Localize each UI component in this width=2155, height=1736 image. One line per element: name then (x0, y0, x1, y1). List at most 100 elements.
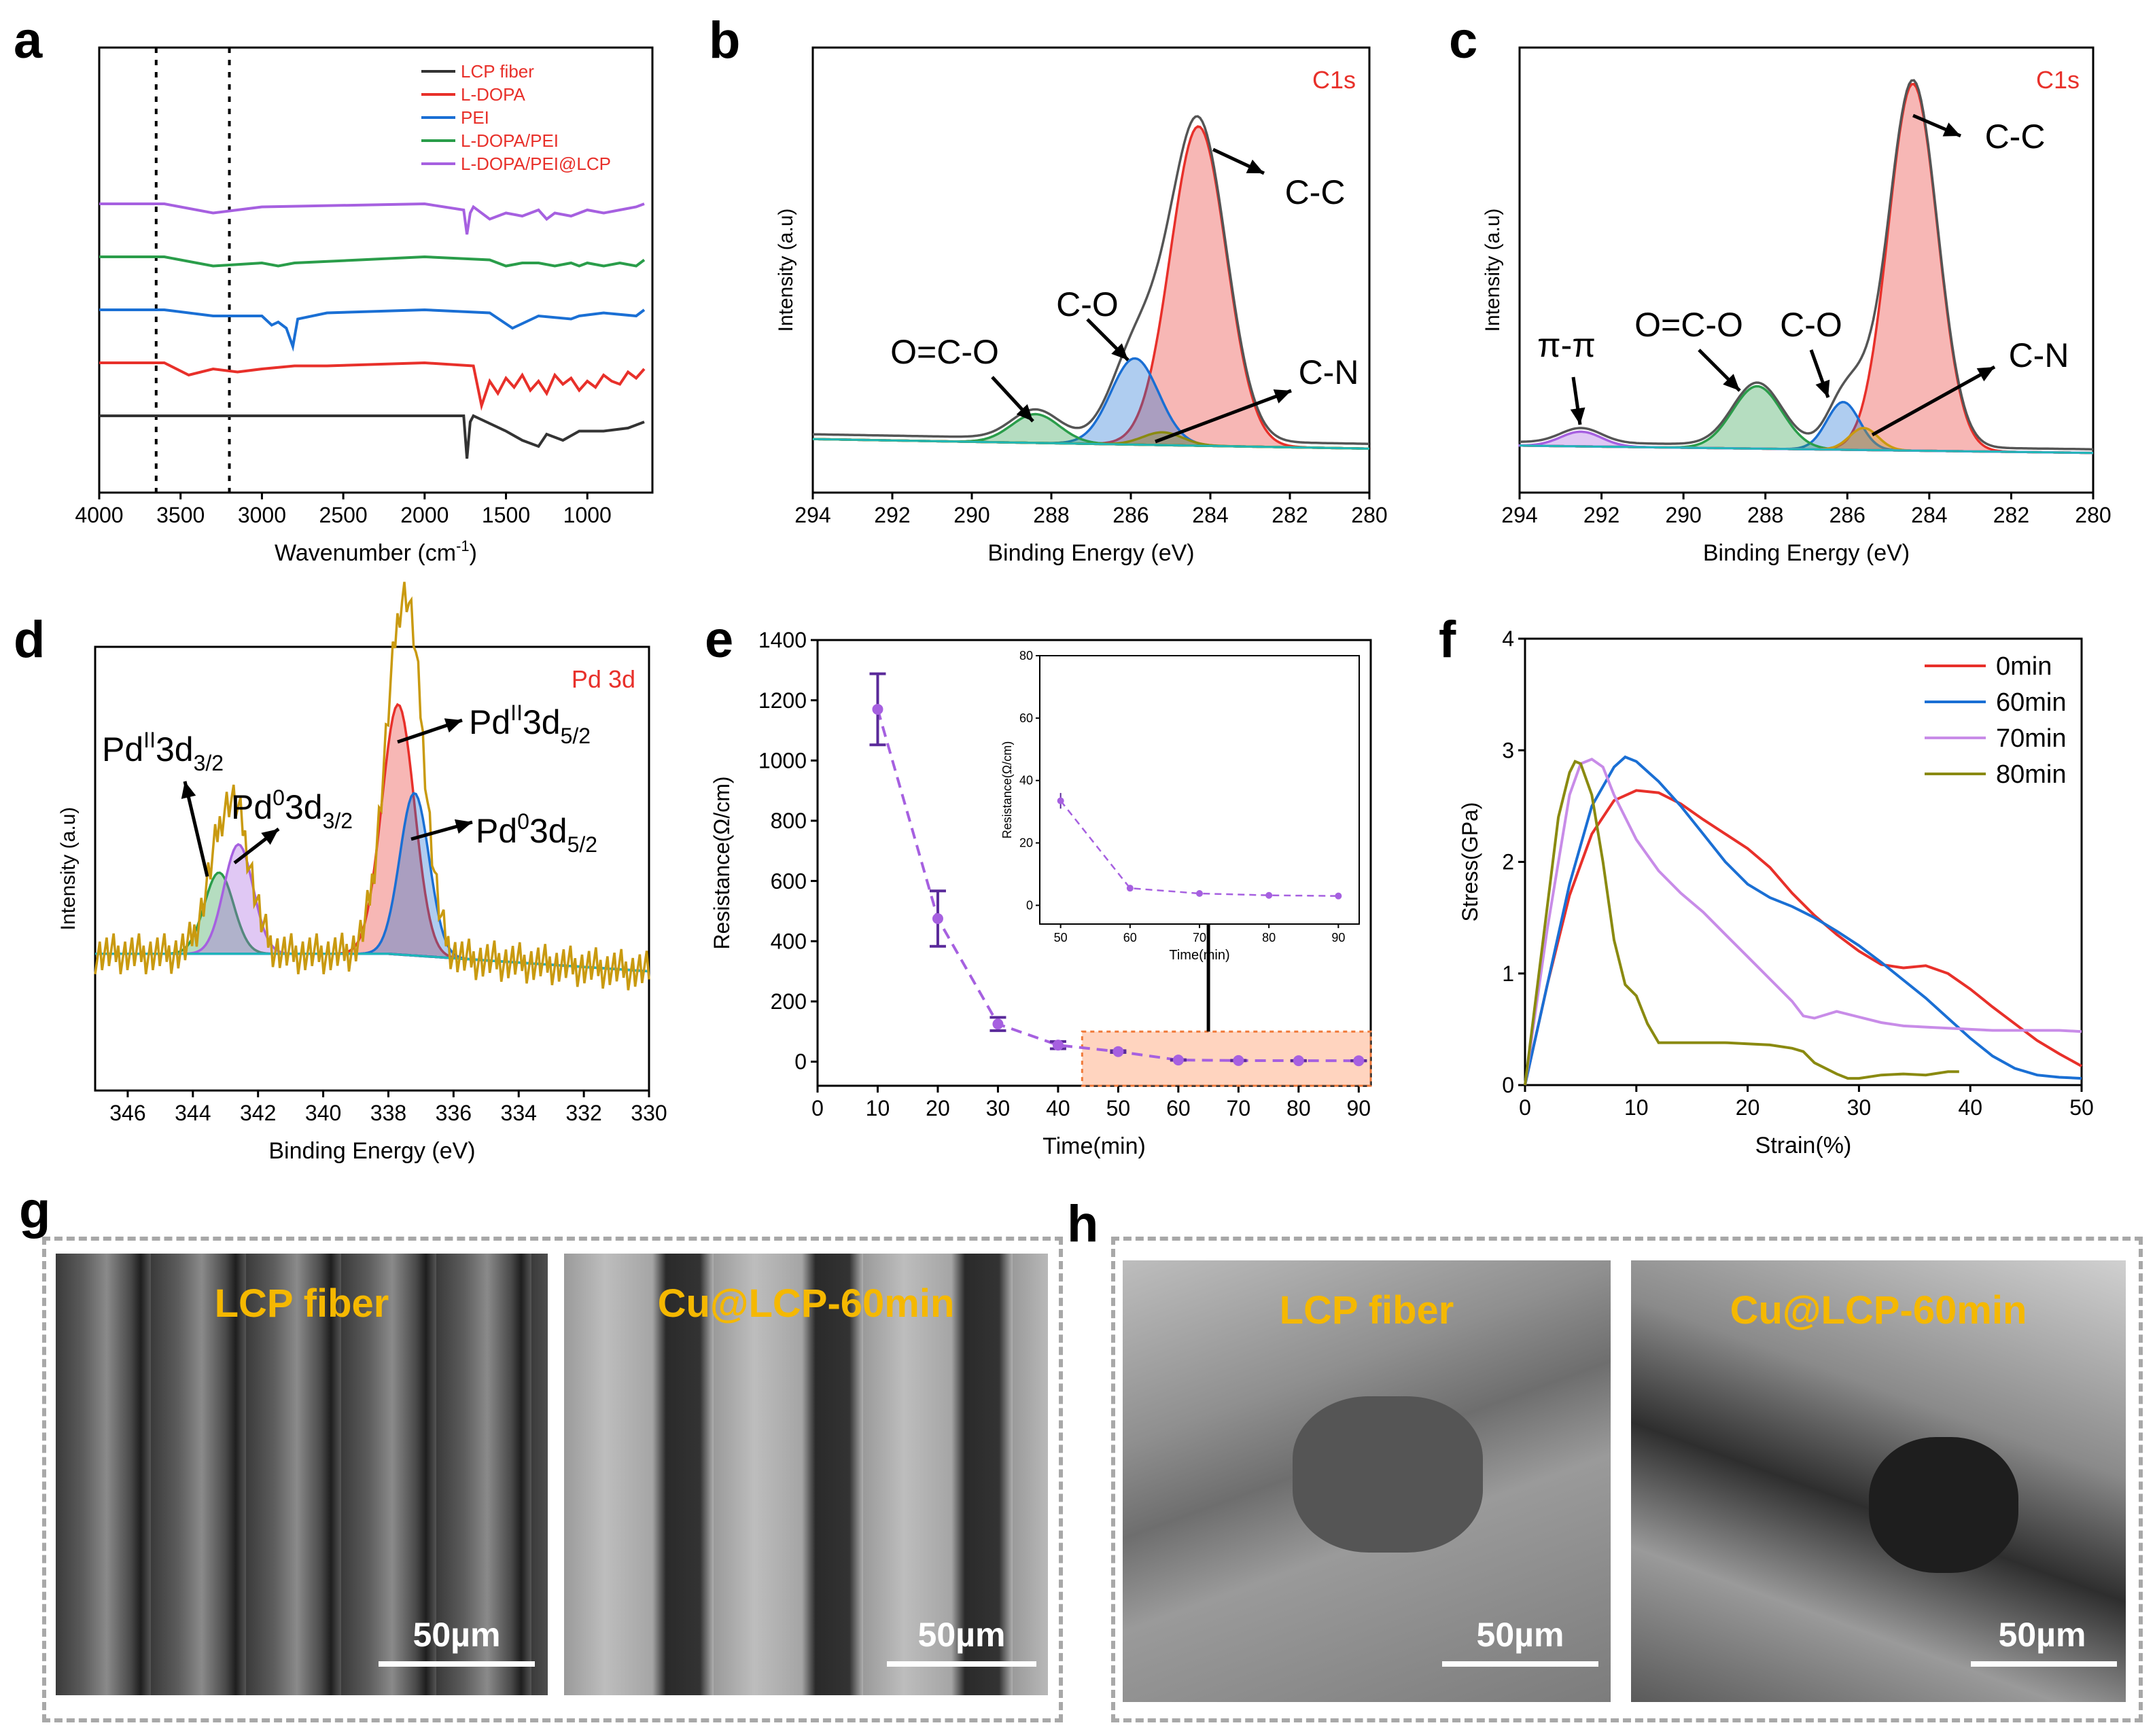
panel-label-f: f (1439, 611, 1456, 669)
chart-b-x-tick-label: 284 (1192, 503, 1228, 527)
chart-e-xlabel: Time(min) (1043, 1133, 1146, 1159)
chart-c-title: C1s (2036, 66, 2080, 94)
chart-e-x-tick-label: 30 (986, 1096, 1011, 1120)
chart-f-legend-label: 70min (1996, 724, 2067, 753)
chart-e-inset-point (1057, 797, 1064, 804)
chart-e-x-tick-label: 20 (926, 1096, 950, 1120)
chart-f-y-tick-label: 1 (1502, 961, 1514, 986)
chart-f-series (1524, 760, 1959, 1086)
chart-c-annotation: C-N (2009, 336, 2069, 374)
chart-b-arrow-head (1111, 343, 1128, 360)
chart-c-frame (1518, 46, 2095, 494)
chart-a-series (99, 414, 645, 459)
chart-c-annotation: C-C (1985, 118, 2046, 156)
sem-title-h-cu: Cu@LCP-60min (1730, 1288, 2027, 1332)
chart-a-x-tick-label: 3500 (156, 503, 205, 527)
chart-e-x-tick-label: 90 (1347, 1096, 1371, 1120)
chart-e-inset-tick-label: 70 (1193, 931, 1206, 944)
chart-a-legend-label: L-DOPA/PEI@LCP (461, 154, 611, 174)
panel-g-frame (42, 1237, 1063, 1722)
chart-d-title: Pd 3d (572, 665, 635, 693)
chart-c-x-tick-label: 282 (1993, 503, 2029, 527)
chart-e-point (1172, 1055, 1184, 1066)
chart-e-y-tick-label: 0 (794, 1050, 807, 1074)
chart-d-arrow-head (181, 781, 196, 799)
chart-f-series (1524, 758, 2082, 1086)
chart-a-x-tick-label: 2500 (319, 503, 368, 527)
chart-f-y-tick-label: 3 (1502, 738, 1514, 762)
chart-a-legend-label: LCP fiber (461, 61, 534, 82)
chart-e-ylabel: Resistance(Ω/cm) (709, 776, 734, 949)
chart-e-inset-tick-label: 60 (1123, 931, 1137, 944)
scale-bar (887, 1661, 1036, 1667)
chart-d-x-tick-label: 330 (631, 1101, 667, 1125)
chart-e-inset-point (1196, 889, 1203, 897)
chart-a-x-tick-label: 2000 (400, 503, 449, 527)
chart-e-inset-frame (1039, 655, 1360, 925)
chart-a-x-tick-label: 4000 (75, 503, 123, 527)
chart-e-x-tick-label: 80 (1286, 1096, 1311, 1120)
chart-f-series (1524, 755, 2082, 1086)
chart-f-xlabel: Strain(%) (1755, 1133, 1852, 1158)
chart-d-x-tick-label: 338 (370, 1101, 406, 1125)
chart-e-inset-point (1126, 885, 1134, 892)
panel-label-g: g (19, 1182, 51, 1239)
chart-d-x-tick-label: 340 (305, 1101, 341, 1125)
chart-f-x-tick-label: 20 (1736, 1095, 1760, 1120)
chart-e-inset-xlabel: Time(min) (1169, 948, 1229, 963)
chart-f-ylabel: Stress(GPa) (1458, 802, 1482, 921)
chart-f-legend-label: 60min (1996, 688, 2067, 717)
chart-d-x-tick-label: 334 (501, 1101, 537, 1125)
chart-c-ylabel: Intensity (a.u) (1482, 209, 1504, 332)
panel-label-c: c (1449, 12, 1478, 69)
chart-a-legend-label: L-DOPA (461, 84, 526, 105)
chart-c-arrow-head (1570, 407, 1585, 425)
chart-c-x-tick-label: 280 (2075, 503, 2111, 527)
chart-e-inset-line (1059, 800, 1339, 897)
chart-c-annotation: π-π (1537, 326, 1596, 364)
chart-f-x-tick-label: 30 (1847, 1095, 1872, 1120)
chart-c-arrow-head (1723, 374, 1740, 391)
chart-a-series (99, 202, 645, 235)
chart-d-x-tick-label: 336 (436, 1101, 472, 1125)
chart-e-y-tick-label: 800 (771, 809, 807, 833)
chart-b-x-tick-label: 294 (794, 503, 830, 527)
chart-e-inset-ylabel: Resistance(Ω/cm) (1000, 741, 1014, 838)
chart-b-x-tick-label: 280 (1351, 503, 1387, 527)
chart-e-x-tick-label: 50 (1106, 1096, 1131, 1120)
chart-e-inset-tick-label: 90 (1331, 931, 1345, 944)
chart-e-inset-point (1335, 892, 1342, 900)
scale-label: 50µm (1998, 1616, 2086, 1654)
chart-b-arrow-head (1273, 389, 1291, 404)
chart-b-x-tick-label: 292 (874, 503, 910, 527)
chart-f-legend-label: 0min (1996, 652, 2052, 681)
sem-title-g-lcp: LCP fiber (214, 1281, 389, 1326)
chart-f-y-tick-label: 2 (1502, 850, 1514, 874)
chart-e-x-tick-label: 40 (1046, 1096, 1070, 1120)
chart-d-ylabel: Intensity (a.u) (57, 807, 80, 931)
chart-c-arrow-head (1815, 379, 1830, 397)
sem-title-g-cu: Cu@LCP-60min (657, 1281, 955, 1326)
chart-e-point (1233, 1055, 1244, 1066)
chart-a-x-tick-label: 1000 (563, 503, 612, 527)
chart-e-point (1112, 1046, 1124, 1057)
chart-a-series (99, 361, 646, 411)
fiber-cross-section (1293, 1396, 1483, 1553)
chart-b-arrow-head (1016, 404, 1033, 421)
sem-image-g-lcp: LCP fiber 50µm (56, 1254, 548, 1695)
chart-c-annotation: C-O (1780, 306, 1842, 344)
chart-b-x-tick-label: 290 (953, 503, 989, 527)
panel-label-d: d (14, 611, 46, 669)
chart-f-series (1524, 789, 2082, 1086)
chart-b-xlabel: Binding Energy (eV) (987, 540, 1194, 566)
scale-label: 50µm (1476, 1616, 1564, 1654)
chart-b-x-tick-label: 286 (1112, 503, 1149, 527)
chart-d-x-tick-label: 332 (565, 1101, 601, 1125)
chart-a-legend-label: L-DOPA/PEI (461, 130, 559, 151)
chart-e-x-tick-label: 0 (811, 1096, 824, 1120)
chart-b-annotation: C-N (1299, 353, 1359, 391)
chart-c-background (1520, 444, 2093, 455)
chart-b-annotation: O=C-O (890, 333, 999, 371)
chart-c-annotation: O=C-O (1634, 306, 1743, 344)
